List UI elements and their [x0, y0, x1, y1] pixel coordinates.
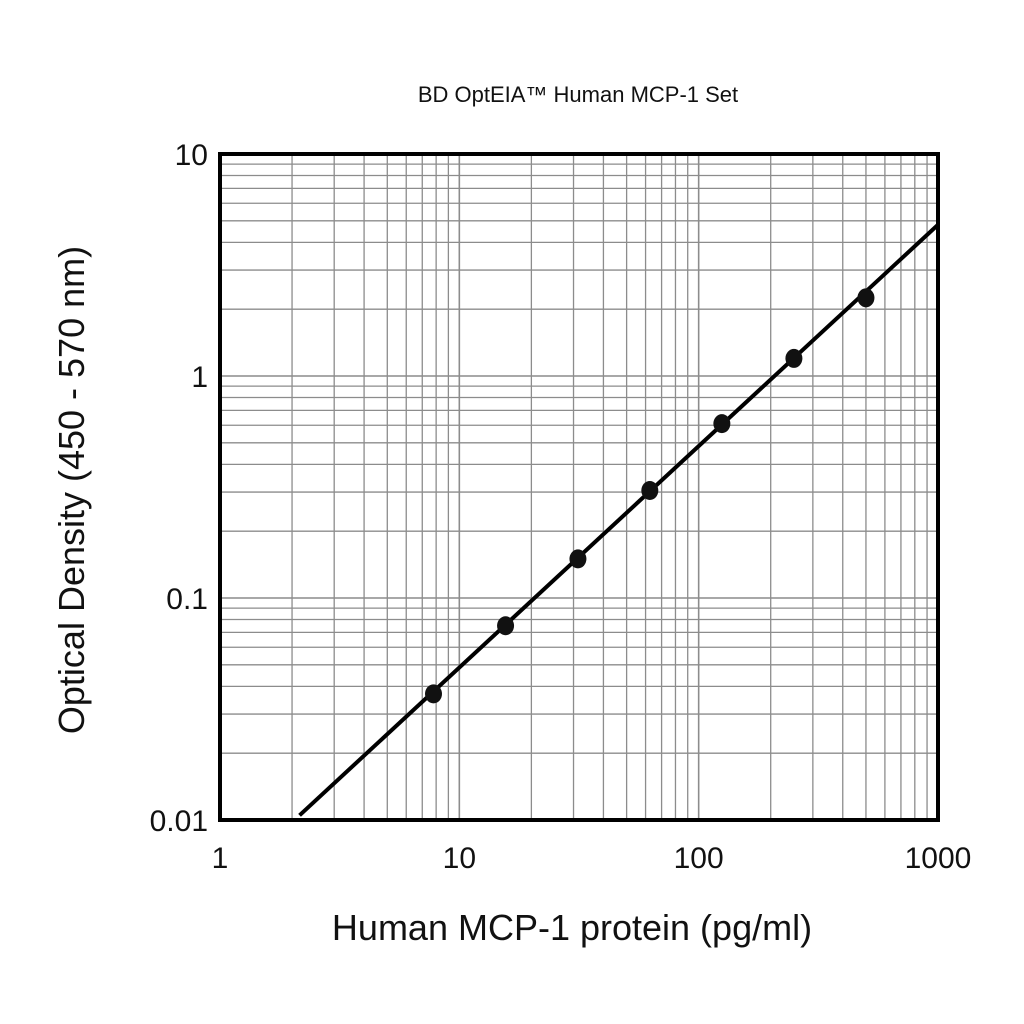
y-tick-label: 0.01 [150, 805, 208, 838]
data-point [785, 348, 803, 368]
plot-frame [218, 152, 940, 822]
data-point [713, 414, 731, 434]
x-tick-labels: 1 10 100 1000 [212, 842, 972, 875]
y-tick-label: 10 [175, 139, 208, 172]
y-tick-labels: 0.01 0.1 1 10 [150, 139, 208, 838]
grid-lines [220, 154, 938, 820]
data-point [497, 616, 515, 636]
data-point [425, 684, 443, 704]
data-point [641, 480, 659, 500]
fit-line [298, 223, 940, 817]
x-axis-label: Human MCP-1 protein (pg/ml) [332, 907, 812, 948]
fit-line-group [298, 223, 940, 817]
y-tick-label: 0.1 [166, 583, 208, 616]
y-axis-label: Optical Density (450 - 570 nm) [51, 246, 92, 734]
data-point [857, 288, 875, 308]
x-tick-label: 1 [212, 842, 229, 875]
chart-title: BD OptEIA™ Human MCP-1 Set [418, 82, 738, 107]
x-tick-label: 1000 [905, 842, 972, 875]
x-tick-label: 10 [443, 842, 476, 875]
x-tick-label: 100 [674, 842, 724, 875]
y-tick-label: 1 [191, 361, 208, 394]
data-points-group [425, 288, 875, 704]
data-point [569, 549, 587, 569]
